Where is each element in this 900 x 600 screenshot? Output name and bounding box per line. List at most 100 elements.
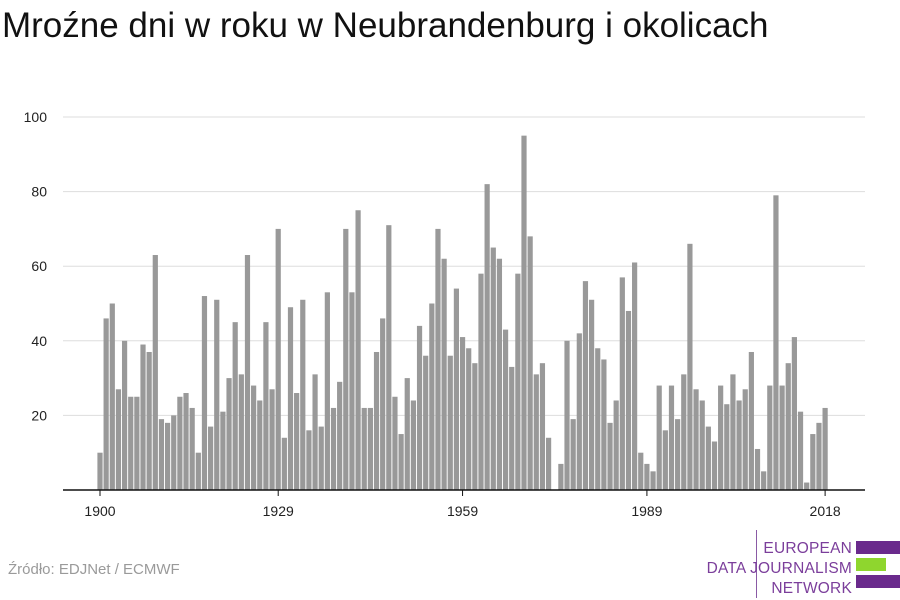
y-axis-tick-labels: 20 40 60 80 100: [24, 109, 48, 423]
logo-bar-middle: [856, 558, 886, 571]
bar-1969: [521, 135, 527, 490]
bar-1910: [158, 419, 165, 490]
bar-1949: [398, 434, 404, 490]
bar-1985: [619, 277, 625, 490]
bar-1942: [355, 210, 361, 490]
bar-1934: [306, 430, 312, 490]
bar-1930: [281, 437, 287, 490]
bar-1943: [361, 407, 367, 490]
bar-1994: [675, 419, 681, 490]
bar-1988: [638, 452, 644, 490]
bar-1963: [484, 184, 490, 490]
bar-1924: [244, 255, 251, 490]
bar-2000: [711, 441, 718, 490]
bar-1956: [441, 258, 447, 490]
bar-1926: [257, 400, 263, 490]
bar-1983: [607, 422, 613, 490]
bar-1907: [140, 344, 146, 490]
bar-1977: [570, 419, 576, 490]
bar-1995: [681, 374, 687, 490]
y-tick-label-80: 80: [31, 184, 47, 200]
bar-2008: [761, 471, 767, 490]
bar-1997: [693, 389, 699, 490]
bar-1929: [275, 228, 281, 490]
bar-1991: [656, 385, 662, 490]
x-axis-ticks: 1900 1929 1959 1989 2018: [84, 490, 841, 519]
source-note: Źródło: EDJNet / ECMWF: [8, 561, 180, 578]
bar-1909: [152, 255, 158, 490]
bar-1957: [447, 355, 453, 490]
bar-1902: [109, 303, 115, 490]
bar-1917: [201, 296, 208, 490]
bar-1964: [490, 247, 496, 490]
bar-2005: [742, 389, 748, 490]
bar-1960: [466, 348, 472, 490]
bar-1905: [128, 396, 134, 490]
bars: [97, 135, 828, 491]
bar-1955: [435, 228, 441, 490]
bar-1998: [699, 400, 705, 490]
bar-1976: [564, 340, 570, 490]
bar-2014: [797, 411, 804, 490]
x-tick-label-1900: 1900: [84, 503, 115, 519]
bar-1978: [576, 333, 582, 490]
bar-1915: [189, 407, 195, 490]
bar-1973: [545, 437, 552, 490]
bar-1922: [232, 322, 238, 490]
bar-2015: [804, 482, 810, 490]
bar-1999: [705, 426, 711, 490]
bar-1992: [662, 430, 668, 490]
bar-1935: [312, 374, 318, 490]
bar-1911: [164, 422, 171, 490]
bar-1928: [269, 389, 275, 490]
bar-1971: [533, 374, 539, 490]
bar-1920: [220, 411, 226, 490]
bar-1946: [380, 318, 386, 490]
bar-1970: [527, 236, 533, 490]
bar-2018: [822, 407, 828, 490]
bar-1932: [294, 393, 300, 490]
edjnet-logo[interactable]: EUROPEAN DATA JOURNALISM NETWORK: [700, 530, 900, 600]
bar-1925: [251, 385, 257, 490]
bar-1947: [386, 225, 392, 491]
bar-1959: [459, 337, 466, 490]
bar-1904: [121, 340, 128, 490]
bar-2007: [754, 448, 761, 490]
bar-2010: [773, 195, 779, 490]
bar-1948: [392, 396, 398, 490]
bar-1944: [367, 407, 373, 490]
bar-1967: [509, 366, 515, 490]
bar-2003: [730, 374, 736, 490]
bar-1979: [582, 281, 589, 490]
bar-1921: [226, 378, 232, 490]
bar-1908: [146, 351, 152, 490]
bar-2009: [767, 385, 773, 490]
bar-1901: [103, 318, 109, 490]
bar-1993: [668, 385, 675, 490]
bar-1980: [589, 299, 595, 490]
bar-1954: [429, 303, 435, 490]
logo-divider: [756, 530, 757, 598]
bar-1933: [300, 299, 306, 490]
bar-1989: [644, 463, 650, 490]
bar-1952: [416, 325, 423, 490]
bar-1961: [472, 363, 478, 490]
y-tick-label-60: 60: [31, 258, 47, 274]
bar-1906: [134, 396, 140, 490]
x-tick-label-1929: 1929: [263, 503, 294, 519]
bar-1951: [410, 400, 416, 490]
bar-2011: [779, 385, 785, 490]
bar-1962: [478, 273, 484, 490]
bar-2001: [718, 385, 724, 490]
bar-1923: [238, 374, 244, 490]
bar-1914: [183, 393, 189, 490]
bar-1958: [453, 288, 460, 490]
chart-title: Mroźne dni w roku w Neubrandenburg i oko…: [2, 6, 769, 45]
bar-1981: [595, 348, 601, 490]
bar-1941: [349, 292, 355, 490]
bar-1965: [496, 258, 503, 490]
bar-1990: [650, 471, 656, 490]
logo-bar-bottom: [856, 575, 900, 588]
bar-1939: [337, 381, 343, 490]
